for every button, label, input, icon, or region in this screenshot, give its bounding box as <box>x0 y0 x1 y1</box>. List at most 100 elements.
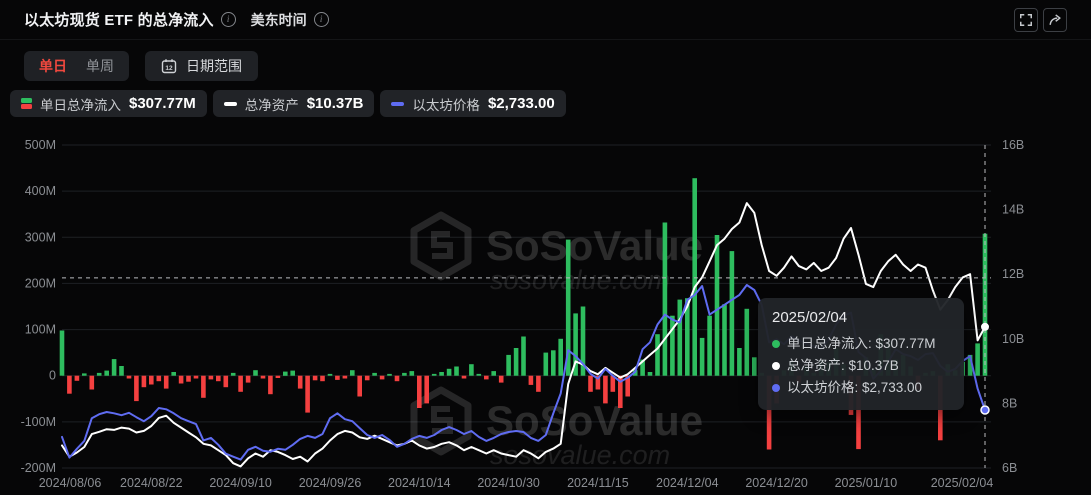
flow-bar[interactable] <box>230 372 236 376</box>
flow-bar[interactable] <box>111 359 117 376</box>
flow-bar[interactable] <box>275 375 281 378</box>
legend-item-eth-price[interactable]: 以太坊价格 $2,733.00 <box>380 90 566 117</box>
flow-bar[interactable] <box>610 375 616 392</box>
flow-bar[interactable] <box>96 372 102 376</box>
flow-bar[interactable] <box>193 375 199 379</box>
flow-bar[interactable] <box>580 306 586 376</box>
flow-bar[interactable] <box>982 233 988 376</box>
flow-bar[interactable] <box>640 359 645 376</box>
flow-bar[interactable] <box>424 375 429 404</box>
flow-bar[interactable] <box>536 375 541 392</box>
flow-bar[interactable] <box>551 350 556 376</box>
flow-bar[interactable] <box>595 375 601 390</box>
flow-bar[interactable] <box>223 375 229 388</box>
date-range-button[interactable]: 12 日期范围 <box>145 51 258 81</box>
flow-bar[interactable] <box>707 315 712 376</box>
flow-bar[interactable] <box>149 375 154 385</box>
flow-bar[interactable] <box>476 373 482 376</box>
legend-item-net-assets[interactable]: 总净资产 $10.37B <box>212 90 375 117</box>
flow-bar[interactable] <box>74 375 80 381</box>
flow-bar[interactable] <box>417 375 422 408</box>
flow-bar[interactable] <box>454 366 459 376</box>
flow-bar[interactable] <box>364 375 370 381</box>
share-button[interactable] <box>1043 7 1067 32</box>
flow-bar[interactable] <box>498 375 504 383</box>
flow-bar[interactable] <box>729 251 735 376</box>
flow-bar[interactable] <box>558 338 563 376</box>
flow-bar[interactable] <box>431 373 437 376</box>
flow-bar[interactable] <box>975 343 980 376</box>
flow-bar[interactable] <box>357 375 362 397</box>
flow-bar[interactable] <box>67 375 72 394</box>
flow-bar[interactable] <box>119 366 124 376</box>
fullscreen-button[interactable] <box>1014 7 1038 32</box>
flow-bar[interactable] <box>528 375 534 385</box>
flow-bar[interactable] <box>387 373 392 376</box>
flow-bar[interactable] <box>327 373 333 376</box>
flow-bar[interactable] <box>677 299 683 376</box>
flow-bar[interactable] <box>737 348 742 376</box>
flow-bar[interactable] <box>402 372 407 376</box>
flow-bar[interactable] <box>573 313 578 376</box>
flow-bar[interactable] <box>744 308 750 376</box>
title-info-icon[interactable]: i <box>220 12 236 27</box>
flow-bar[interactable] <box>856 375 861 450</box>
flow-bar[interactable] <box>543 352 549 376</box>
flow-bar[interactable] <box>588 375 593 392</box>
flow-bar[interactable] <box>245 375 251 383</box>
flow-bar[interactable] <box>126 375 132 379</box>
flow-bar[interactable] <box>216 375 221 382</box>
flow-bar[interactable] <box>618 375 623 408</box>
flow-bar[interactable] <box>163 375 169 389</box>
flow-bar[interactable] <box>312 375 318 381</box>
flow-bar[interactable] <box>186 375 191 382</box>
flow-bar[interactable] <box>692 178 697 376</box>
flow-bar[interactable] <box>655 334 660 376</box>
flow-bar[interactable] <box>409 371 415 376</box>
flow-bar[interactable] <box>685 298 690 376</box>
flow-bar[interactable] <box>662 222 668 376</box>
tab-weekly[interactable]: 单周 <box>86 58 114 74</box>
flow-bar[interactable] <box>506 354 511 376</box>
flow-bar[interactable] <box>208 375 214 380</box>
flow-bar[interactable] <box>513 348 519 376</box>
flow-bar[interactable] <box>722 304 727 376</box>
timezone-info-icon[interactable]: i <box>313 12 329 27</box>
flow-bar[interactable] <box>752 357 757 376</box>
flow-bar[interactable] <box>766 375 772 450</box>
flow-bar[interactable] <box>603 375 608 404</box>
flow-bar[interactable] <box>260 375 266 379</box>
flow-bar[interactable] <box>484 375 489 380</box>
flow-bar[interactable] <box>201 375 206 398</box>
flow-bar[interactable] <box>625 375 630 397</box>
flow-bar[interactable] <box>565 239 571 376</box>
flow-bar[interactable] <box>141 375 147 388</box>
legend-item-flow[interactable]: 单日总净流入 $307.77M <box>10 90 207 117</box>
flow-bar[interactable] <box>335 375 340 380</box>
flow-bar[interactable] <box>350 370 355 376</box>
flow-bar[interactable] <box>283 371 288 376</box>
flow-bar[interactable] <box>439 372 444 376</box>
tab-daily[interactable]: 单日 <box>39 58 67 74</box>
flow-bar[interactable] <box>647 372 653 376</box>
flow-bar[interactable] <box>670 315 675 376</box>
flow-bar[interactable] <box>342 375 348 379</box>
flow-bar[interactable] <box>469 364 474 376</box>
flow-bar[interactable] <box>104 370 109 376</box>
flow-bar[interactable] <box>297 375 303 389</box>
flow-bar[interactable] <box>461 375 467 379</box>
flow-bar[interactable] <box>967 354 973 376</box>
flow-bar[interactable] <box>89 375 95 390</box>
flow-bar[interactable] <box>394 375 400 382</box>
flow-bar[interactable] <box>253 370 258 376</box>
flow-bar[interactable] <box>699 337 705 376</box>
flow-bar[interactable] <box>268 375 273 395</box>
flow-bar[interactable] <box>714 235 720 376</box>
flow-bar[interactable] <box>305 375 310 413</box>
flow-bar[interactable] <box>178 375 184 384</box>
flow-bar[interactable] <box>238 375 243 392</box>
flow-bar[interactable] <box>320 375 325 382</box>
flow-bar[interactable] <box>372 372 377 376</box>
flow-bar[interactable] <box>59 330 65 376</box>
